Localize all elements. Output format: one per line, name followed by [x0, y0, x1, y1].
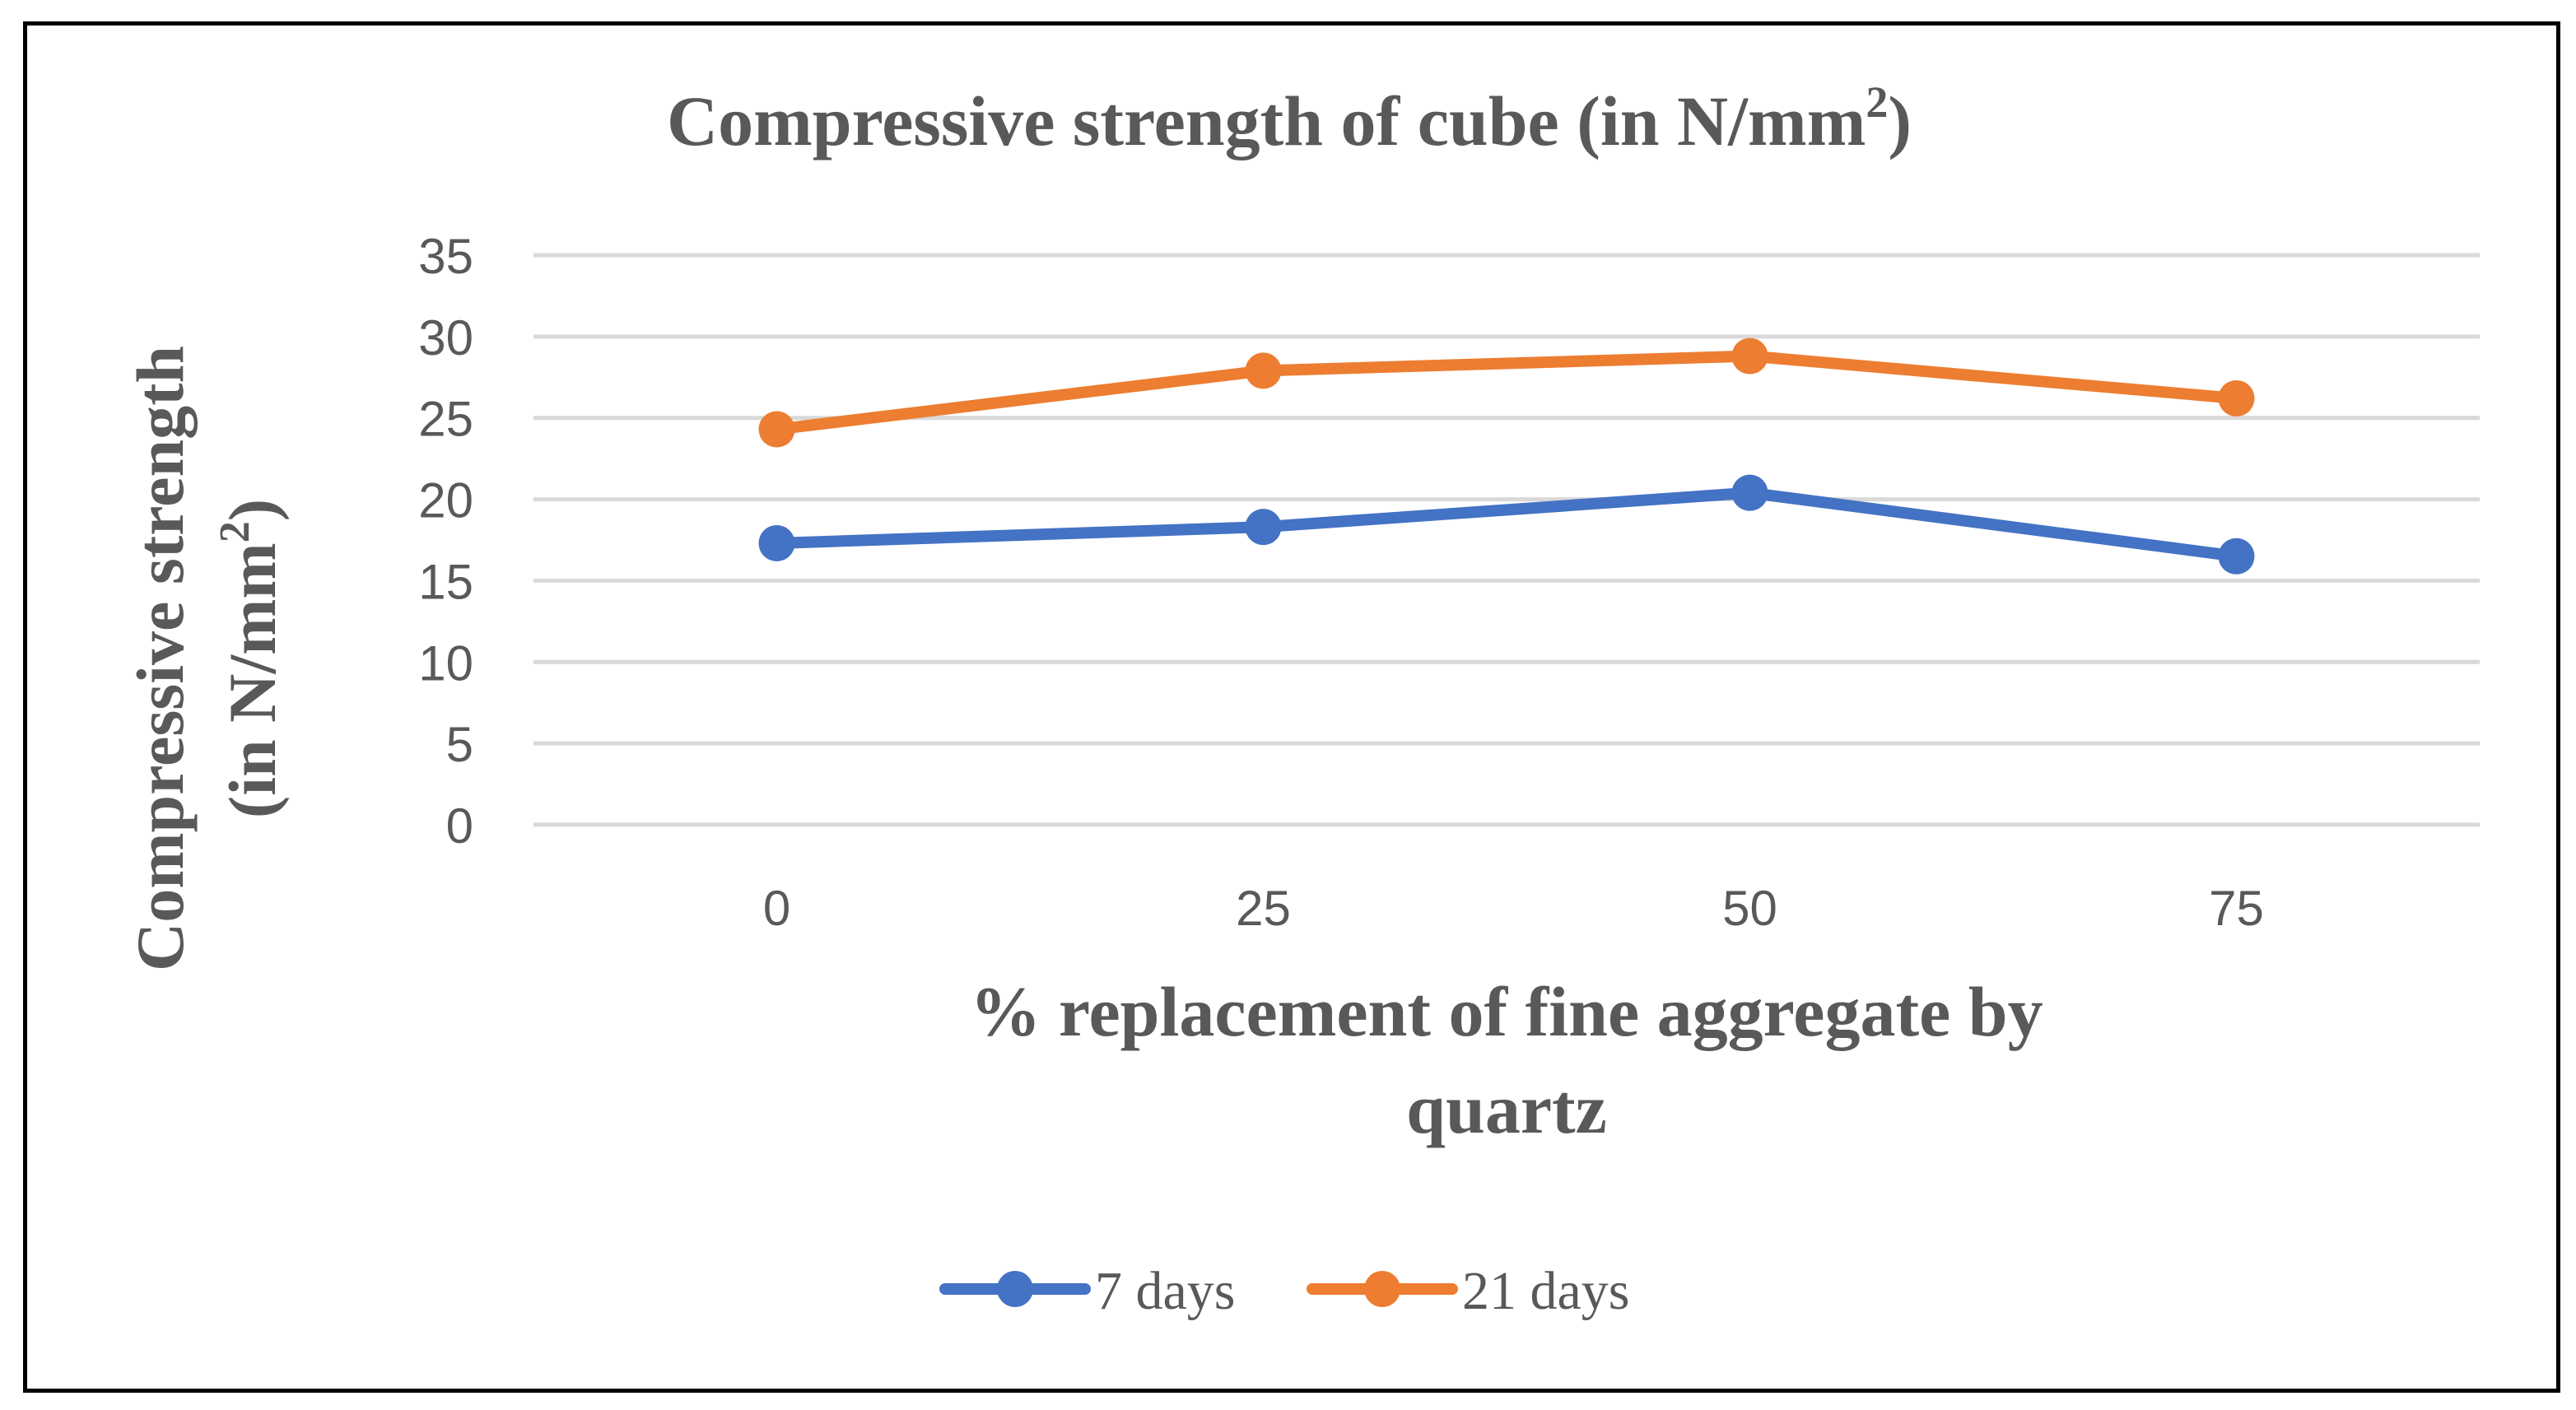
- y-tick-label: 25: [418, 392, 473, 447]
- x-tick-label: 50: [1722, 881, 1777, 936]
- data-point-1-3: [2218, 379, 2255, 416]
- series-line-1: [771, 350, 2243, 435]
- x-axis-title-line1: % replacement of fine aggregate by: [970, 972, 2043, 1051]
- y-tick-label: 20: [418, 473, 473, 528]
- data-point-0-3: [2218, 537, 2255, 575]
- y-axis-title-line2: (in N/mm2): [212, 499, 290, 818]
- legend-marker-0: [997, 1271, 1033, 1307]
- legend: 7 days 21 days: [939, 1261, 1629, 1321]
- gridlines: [533, 253, 2480, 827]
- x-tick-label: 25: [1236, 881, 1291, 936]
- series-group: [758, 337, 2255, 575]
- y-tick-label: 15: [418, 554, 473, 609]
- y-tick-label: 30: [418, 310, 473, 365]
- y-tick-label: 5: [446, 717, 473, 772]
- x-tick-label: 75: [2209, 881, 2264, 936]
- x-tick-labels: 0 25 50 75: [763, 881, 2264, 936]
- y-tick-labels: 0 5 10 15 20 25 30 35: [418, 229, 473, 854]
- y-tick-label: 35: [418, 229, 473, 284]
- data-point-0-0: [758, 524, 795, 561]
- y-tick-label: 0: [446, 798, 473, 854]
- data-point-0-1: [1245, 509, 1282, 546]
- legend-label-0: 7 days: [1095, 1261, 1235, 1321]
- y-axis-title-line1: Compressive strength: [123, 346, 198, 971]
- y-axis-title: Compressive strength (in N/mm2): [123, 346, 290, 971]
- data-point-0-2: [1731, 474, 1768, 511]
- data-point-1-2: [1731, 337, 1768, 375]
- x-axis-title-line2: quartz: [1406, 1069, 1607, 1148]
- legend-marker-1: [1364, 1271, 1400, 1307]
- y-tick-label: 10: [418, 635, 473, 691]
- x-tick-label: 0: [763, 881, 790, 936]
- chart-title: Compressive strength of cube (in N/mm2): [667, 77, 1912, 161]
- data-point-1-0: [758, 411, 795, 448]
- chart-frame: [23, 21, 2560, 1393]
- legend-label-1: 21 days: [1462, 1261, 1629, 1321]
- data-point-1-1: [1245, 352, 1282, 389]
- series-line-0: [771, 486, 2243, 562]
